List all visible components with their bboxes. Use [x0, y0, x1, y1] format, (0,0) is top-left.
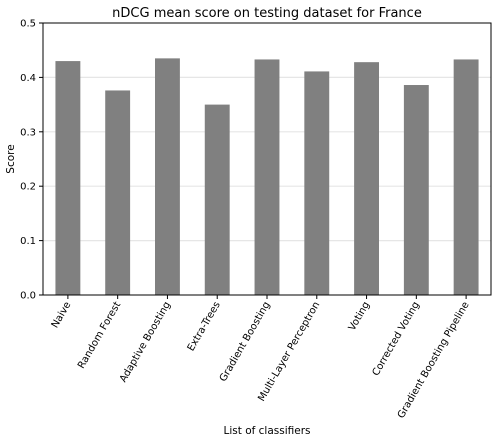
- y-axis-ticks: 0.0 0.1 0.2 0.3 0.4 0.5: [20, 19, 43, 302]
- bars: [55, 58, 479, 296]
- bar: [155, 58, 180, 295]
- x-tick-label: Random Forest: [76, 300, 123, 371]
- x-tick-label: Gradient Boosting: [218, 300, 273, 384]
- bar: [105, 90, 131, 296]
- y-tick-label: 0.4: [20, 73, 36, 84]
- bar: [403, 85, 429, 296]
- y-tick-label: 0.5: [20, 19, 36, 30]
- x-axis-label: List of classifiers: [224, 425, 311, 437]
- bar: [354, 62, 379, 295]
- x-tick-label: Adaptive Boosting: [118, 300, 173, 384]
- x-tick-label: Extra-Trees: [186, 300, 223, 353]
- y-tick-label: 0.3: [20, 127, 36, 138]
- bar: [204, 104, 230, 295]
- y-axis-label: Score: [5, 144, 17, 173]
- x-tick-label: Corrected Voting: [371, 300, 422, 378]
- bar: [254, 59, 280, 296]
- y-tick-label: 0.1: [20, 236, 36, 247]
- chart-title: nDCG mean score on testing dataset for F…: [112, 6, 422, 21]
- bar: [304, 71, 330, 295]
- y-tick-label: 0.2: [20, 182, 36, 193]
- bar: [55, 61, 81, 295]
- x-tick-label: Voting: [347, 300, 372, 333]
- x-tick-label: Naive: [50, 300, 74, 330]
- y-tick-label: 0.0: [20, 291, 36, 302]
- bar: [453, 59, 479, 296]
